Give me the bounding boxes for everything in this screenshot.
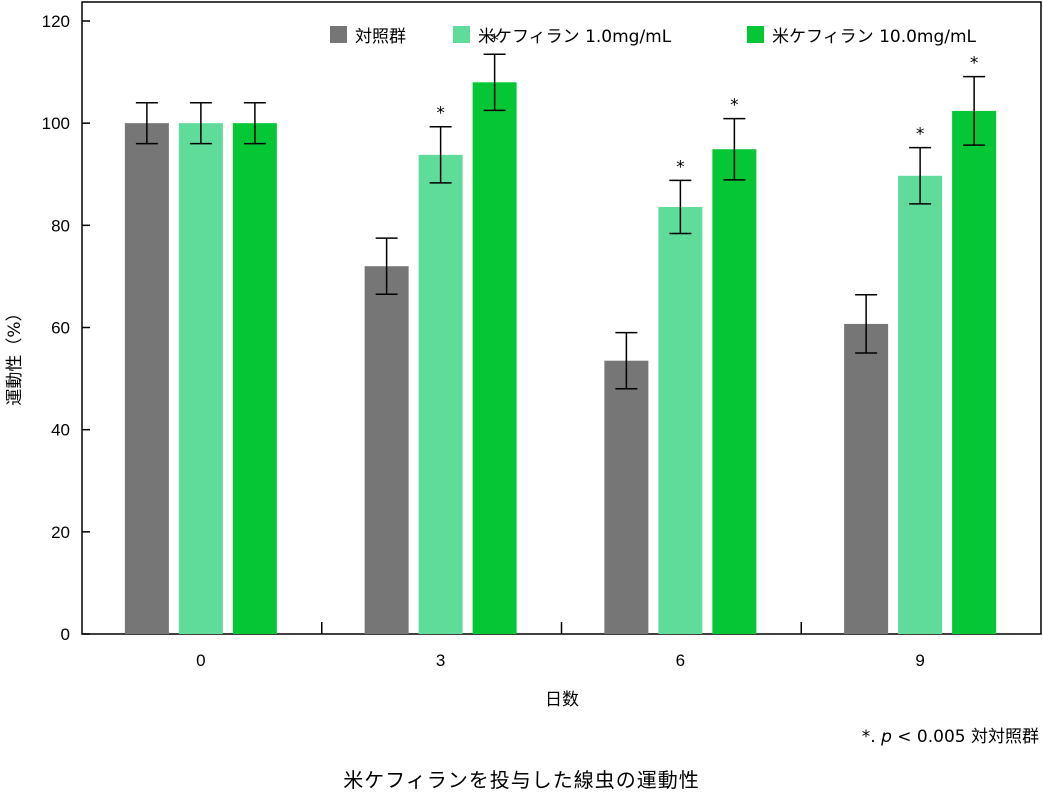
y-tick-label: 0 (61, 625, 70, 644)
legend-swatch (453, 26, 470, 43)
figure-caption: 米ケフィランを投与した線虫の運動性 (343, 768, 700, 792)
significance-star: * (490, 31, 499, 51)
x-tick-label: 0 (196, 651, 205, 670)
legend-item: 対照群 (330, 26, 406, 47)
y-tick-label: 100 (42, 114, 70, 133)
significance-star: * (436, 104, 445, 124)
x-tick-label: 3 (436, 651, 445, 670)
bar (952, 110, 997, 634)
legend-label: 米ケフィラン 10.0mg/mL (772, 27, 977, 47)
legend-swatch (747, 26, 764, 43)
bar (418, 154, 463, 635)
bar (604, 360, 649, 634)
bar (844, 323, 889, 634)
bar (178, 123, 223, 635)
significance-footnote: *. p < 0.005 対対照群 (862, 722, 1039, 747)
legend-item: 米ケフィラン 1.0mg/mL (453, 26, 672, 47)
y-axis: 0 20 40 60 80 100 120 (42, 12, 90, 644)
significance-star: * (916, 125, 925, 145)
significance-star: * (970, 54, 979, 74)
significance-star: * (730, 96, 739, 116)
bar (658, 206, 703, 634)
legend: 対照群 米ケフィラン 1.0mg/mL 米ケフィラン 10.0mg/mL (330, 26, 977, 47)
legend-label: 米ケフィラン 1.0mg/mL (478, 27, 672, 47)
legend-swatch (330, 26, 347, 43)
y-tick-label: 60 (51, 319, 70, 338)
plot-border (81, 1, 1042, 635)
y-tick-label: 80 (51, 216, 70, 235)
significance-star: * (676, 157, 685, 177)
footnote-p: p (881, 727, 892, 747)
y-tick-label: 40 (51, 421, 70, 440)
legend-label: 対照群 (355, 27, 406, 47)
bars: * * * * * * (124, 31, 997, 635)
footnote-star: *. (861, 727, 876, 747)
plot-frame (81, 1, 1042, 635)
bar (712, 149, 757, 634)
y-axis-label: 運動性（%） (5, 304, 25, 405)
x-tick-label: 6 (676, 651, 685, 670)
bar (472, 82, 517, 635)
x-axis: 0 3 6 9 (196, 622, 925, 670)
bar-chart: 0 20 40 60 80 100 120 0 3 6 9 * * * * * * 対照群 米ケフィラン 1.… (5, 1, 1042, 710)
footnote-text: < 0.005 対対照群 (891, 727, 1039, 747)
x-tick-label: 9 (915, 651, 924, 670)
bar (232, 123, 277, 635)
bar (364, 266, 409, 634)
bar (124, 123, 169, 635)
y-tick-label: 20 (51, 523, 70, 542)
legend-item: 米ケフィラン 10.0mg/mL (747, 26, 977, 47)
x-axis-label: 日数 (545, 690, 579, 710)
bar (898, 175, 943, 634)
y-tick-label: 120 (42, 12, 70, 31)
